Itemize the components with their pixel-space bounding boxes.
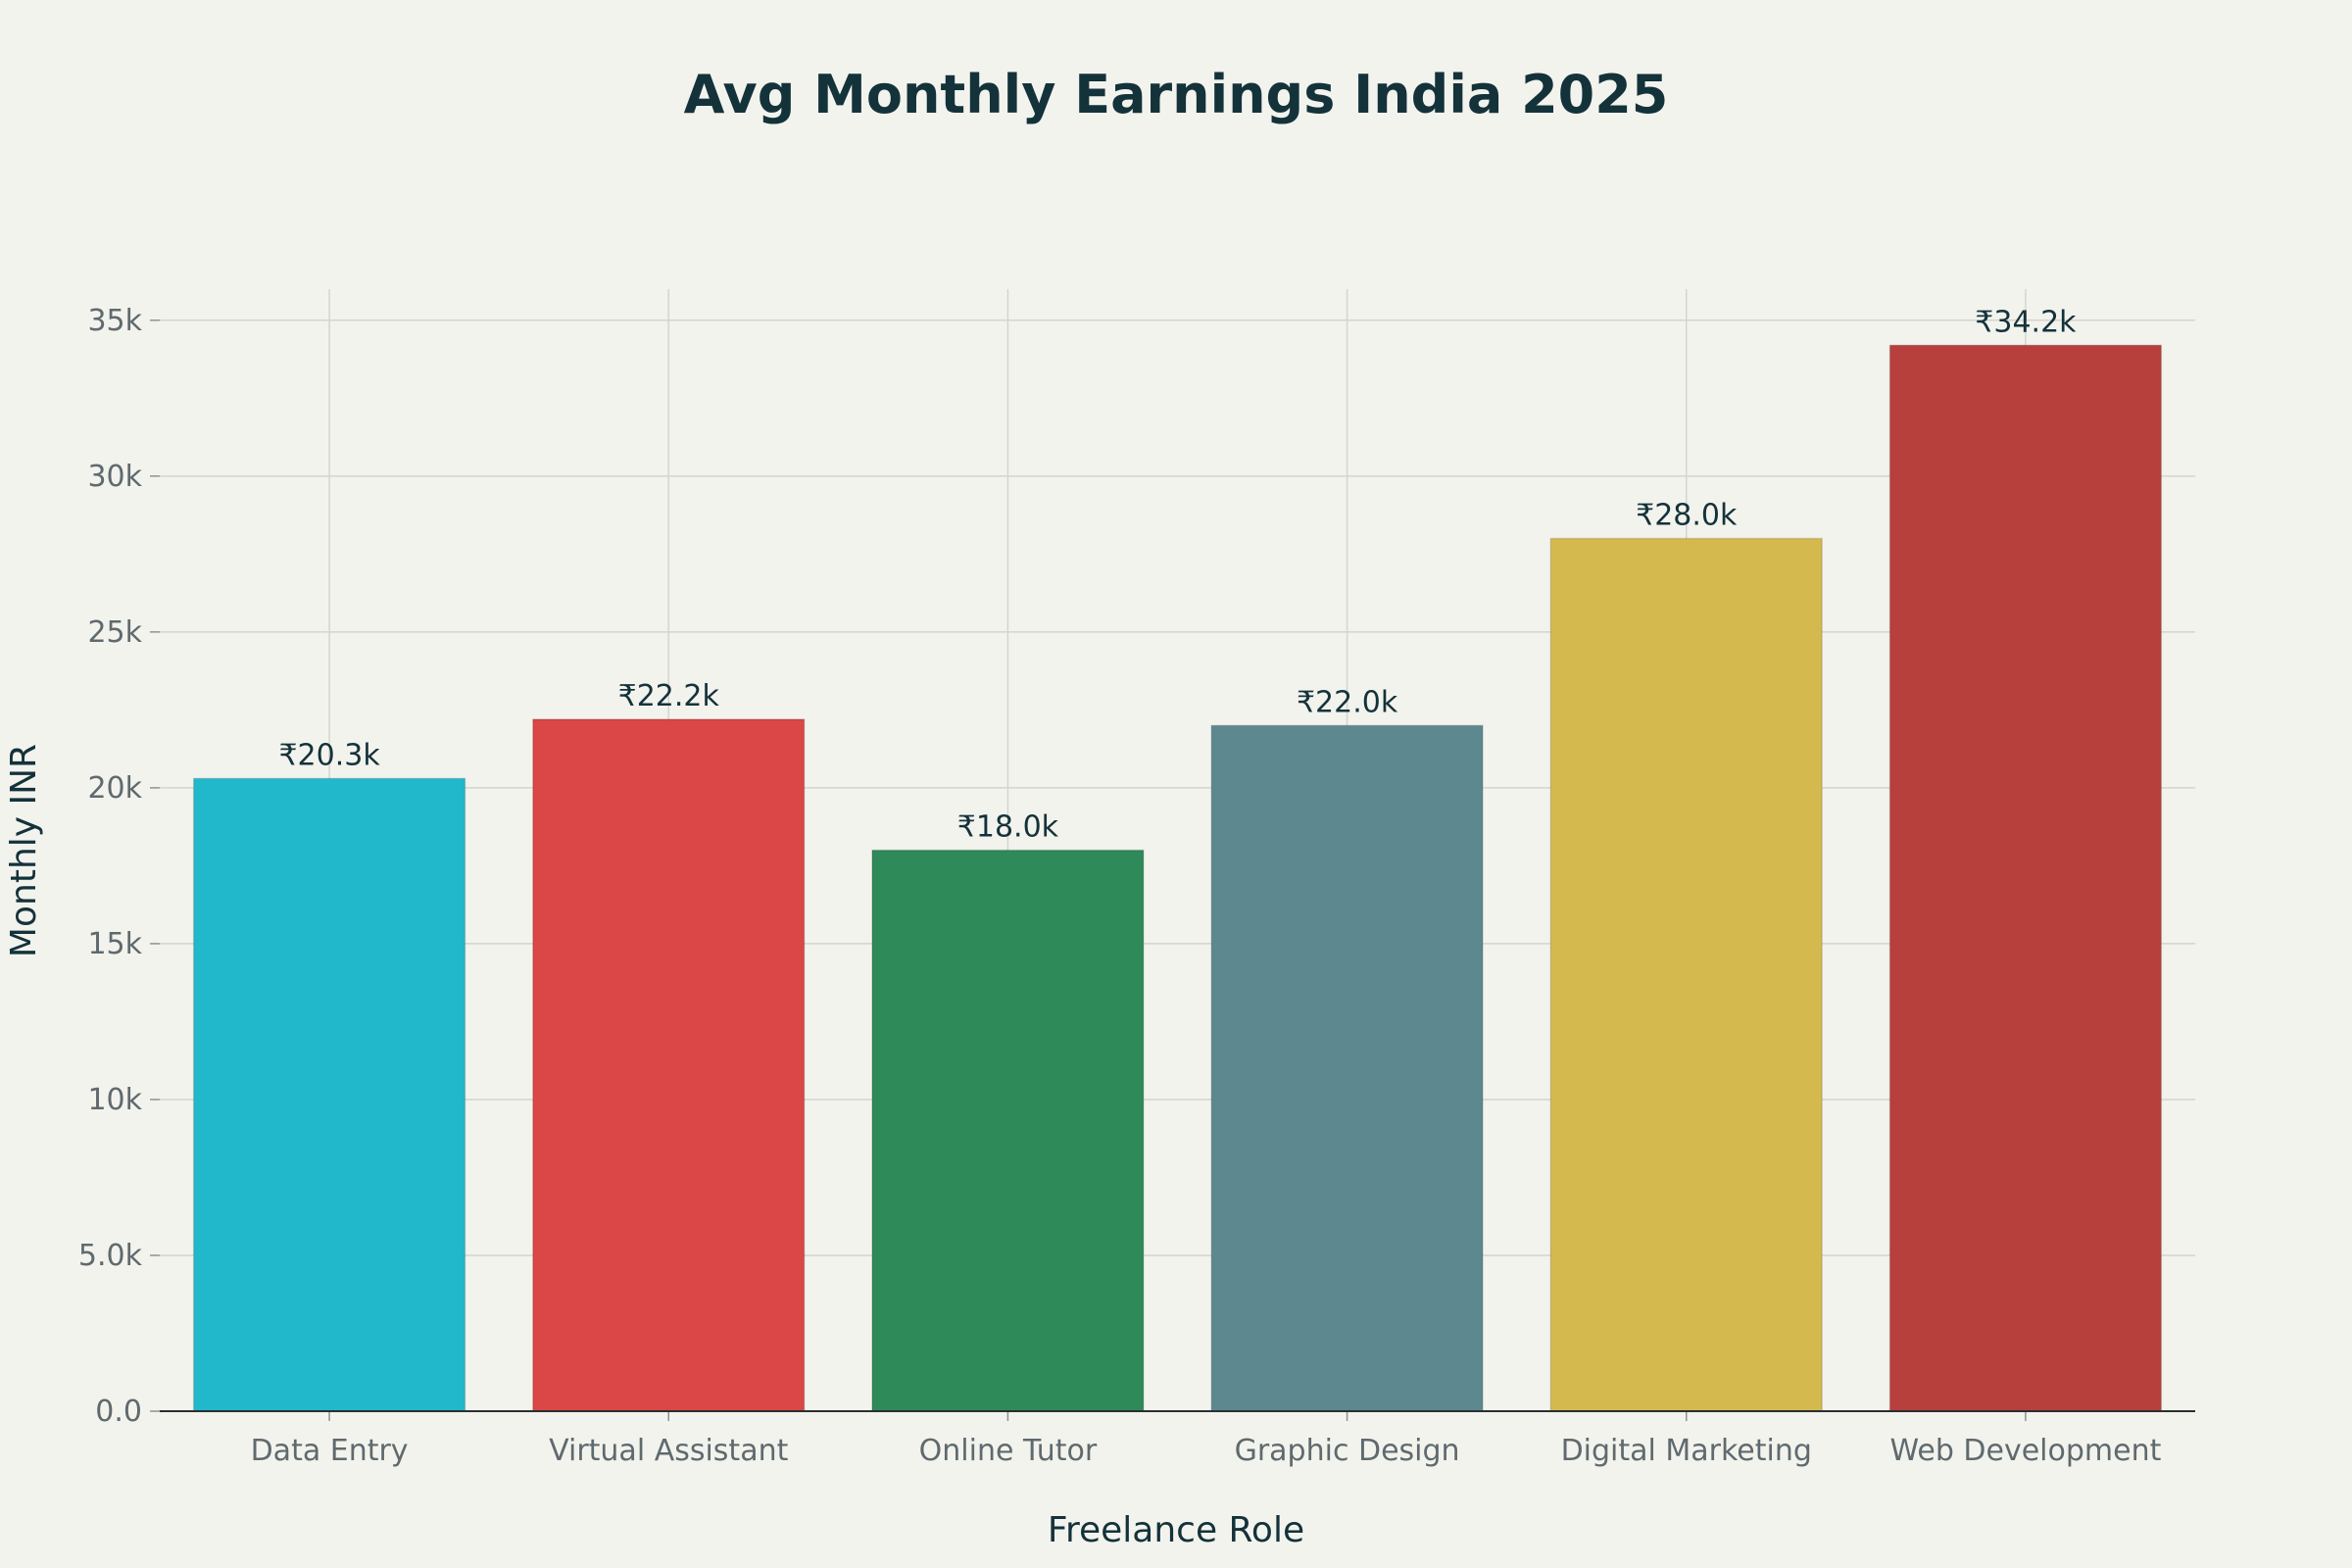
x-tick-label: Web Development bbox=[1889, 1434, 2161, 1468]
y-axis-title: Monthly INR bbox=[4, 744, 44, 957]
bar-value-label: ₹20.3k bbox=[278, 738, 380, 772]
bars-layer bbox=[192, 344, 2163, 1412]
bar bbox=[1549, 537, 1823, 1412]
y-tick-label: 20k bbox=[87, 771, 142, 806]
chart-title: Avg Monthly Earnings India 2025 bbox=[684, 64, 1669, 125]
x-tick-label: Virtual Assistant bbox=[549, 1434, 788, 1468]
labels-layer: 0.0 5.0k 10k 15k 20k 25k 30k 35k ₹20.3k Data Entr… bbox=[78, 304, 2162, 1468]
x-tick-label: Graphic Design bbox=[1235, 1434, 1460, 1468]
bar bbox=[532, 718, 806, 1412]
bar bbox=[1210, 724, 1484, 1412]
y-tick-label: 30k bbox=[87, 460, 142, 494]
x-tick-label: Online Tutor bbox=[919, 1434, 1098, 1468]
bar bbox=[1888, 344, 2163, 1412]
y-tick-label: 15k bbox=[87, 927, 142, 961]
y-tick-label: 10k bbox=[87, 1083, 142, 1117]
x-axis-title: Freelance Role bbox=[1048, 1510, 1304, 1550]
y-tick-label: 25k bbox=[87, 615, 142, 650]
bar-value-label: ₹22.2k bbox=[618, 679, 720, 713]
bar bbox=[192, 777, 466, 1412]
bar-value-label: ₹28.0k bbox=[1636, 498, 1738, 532]
y-tick-label: 35k bbox=[87, 304, 142, 338]
y-tick-label: 5.0k bbox=[78, 1239, 143, 1273]
bar-value-label: ₹22.0k bbox=[1297, 685, 1398, 719]
bar-value-label: ₹34.2k bbox=[1975, 305, 2077, 339]
bar bbox=[871, 849, 1145, 1412]
x-tick-label: Digital Marketing bbox=[1561, 1434, 1812, 1468]
bar-value-label: ₹18.0k bbox=[957, 810, 1059, 845]
x-tick-label: Data Entry bbox=[251, 1434, 409, 1468]
y-tick-label: 0.0 bbox=[95, 1395, 142, 1429]
